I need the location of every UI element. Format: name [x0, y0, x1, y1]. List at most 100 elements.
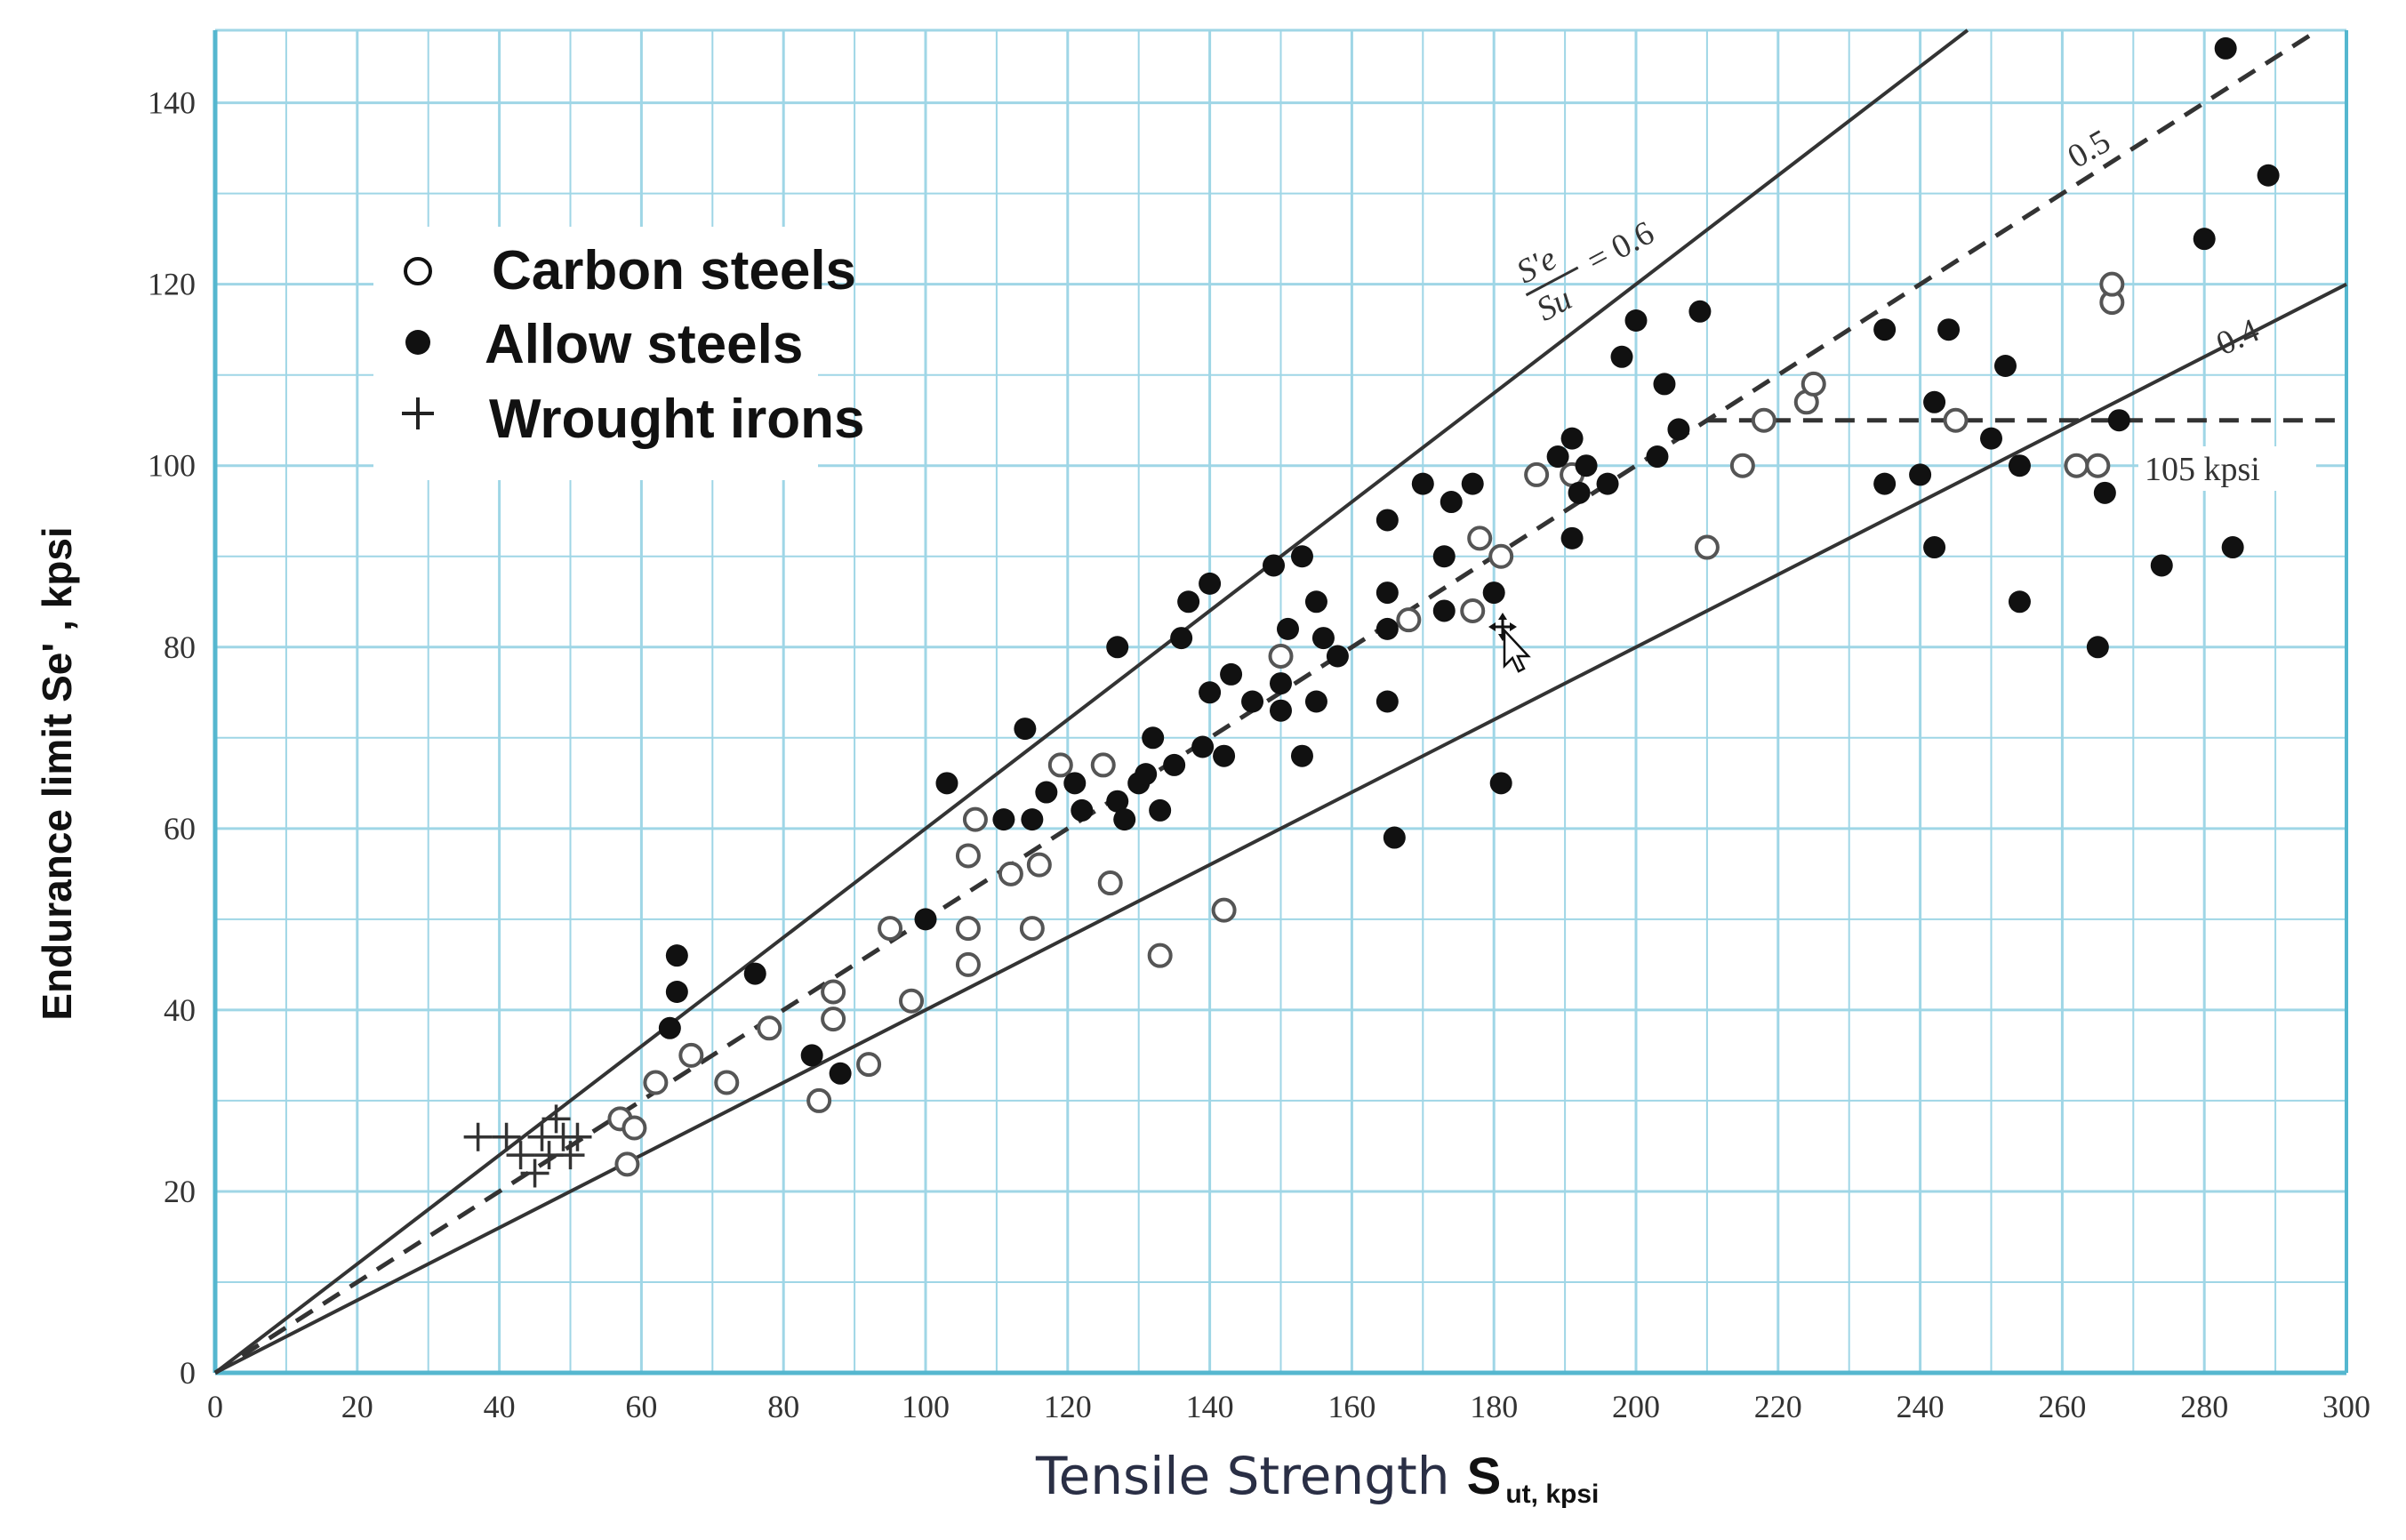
carbon-steel-point	[1097, 870, 1123, 896]
alloy-steel-point	[1106, 636, 1129, 659]
y-tick-label: 140	[148, 85, 196, 121]
alloy-steel-point	[2093, 481, 2116, 504]
alloy-steel-point	[1290, 744, 1313, 767]
wrought-iron-point	[563, 1122, 592, 1151]
alloy-steel-point	[1461, 472, 1484, 495]
alloy-steel-point	[2150, 554, 2173, 577]
carbon-steel-point	[757, 1015, 782, 1041]
label-105-background	[2138, 446, 2316, 491]
carbon-steel-point	[1729, 453, 1755, 478]
alloy-steel-point	[2257, 164, 2280, 187]
alloy-steel-point	[1276, 617, 1299, 640]
alloy-steel-point	[658, 1016, 681, 1039]
alloy-steel-point	[1568, 481, 1591, 504]
alloy-steel-point	[1270, 699, 1292, 722]
wrought-iron-point	[556, 1141, 585, 1170]
y-tick-label: 60	[164, 811, 196, 846]
alloy-steel-point	[1560, 526, 1584, 549]
data-points	[463, 36, 2280, 1188]
carbon-steel-point	[1467, 525, 1493, 551]
alloy-steel-point	[2214, 36, 2237, 60]
alloy-steel-point	[1035, 781, 1058, 804]
alloy-steel-point	[1432, 545, 1456, 568]
x-tick-label: 60	[625, 1389, 657, 1424]
carbon-steel-point	[821, 979, 846, 1005]
y-axis-title: Endurance limit Se' , kpsi	[34, 526, 80, 1020]
alloy-steel-point	[2221, 536, 2244, 559]
carbon-steel-point	[1488, 543, 1514, 569]
alloy-steel-point	[2008, 590, 2031, 614]
alloy-steel-point	[1873, 472, 1897, 495]
alloy-steel-point	[1440, 491, 1463, 514]
carbon-steel-point	[899, 988, 925, 1014]
legend-box	[373, 227, 818, 480]
alloy-steel-point	[1688, 300, 1712, 323]
alloy-steel-point	[1270, 672, 1292, 695]
carbon-steel-point	[2064, 453, 2089, 478]
carbon-steel-point	[1047, 752, 1073, 778]
alloy-steel-point	[2107, 409, 2130, 432]
alloy-steel-point	[1290, 545, 1313, 568]
alloy-steel-point	[1375, 617, 1399, 640]
x-tick-label: 180	[1470, 1389, 1518, 1424]
alloy-steel-point	[992, 808, 1015, 831]
y-tick-label: 40	[164, 992, 196, 1028]
alloy-steel-point	[1993, 355, 2017, 377]
tick-labels: 0 20 40 60 80 100 120 140 160 180 200 220 240 260 280 3…	[148, 85, 2370, 1424]
carbon-steel-point	[856, 1052, 882, 1078]
ratio-fraction-bar	[1525, 266, 1579, 297]
alloy-steel-point	[1375, 690, 1399, 713]
alloy-steel-point	[1646, 445, 1669, 469]
x-tick-label: 140	[1186, 1389, 1234, 1424]
carbon-steel-point	[955, 951, 981, 977]
alloy-steel-point	[1311, 627, 1335, 650]
carbon-steel-point	[1090, 752, 1116, 778]
alloy-steel-point	[743, 962, 766, 985]
alloy-steel-point	[2008, 454, 2031, 477]
alloy-steel-point	[1163, 753, 1186, 776]
carbon-steel-point	[1396, 607, 1422, 633]
alloy-steel-point	[1489, 772, 1512, 795]
alloy-steel-point	[1667, 418, 1690, 441]
carbon-steel-point	[1026, 852, 1052, 878]
alloy-steel-point	[1610, 345, 1633, 368]
x-tick-label: 100	[902, 1389, 950, 1424]
alloy-steel-point	[1241, 690, 1264, 713]
wrought-iron-point	[506, 1141, 535, 1170]
x-tick-label: 260	[2038, 1389, 2086, 1424]
legend-label-allow-steels: Allow steels	[485, 314, 803, 375]
alloy-steel-point	[1199, 572, 1222, 595]
alloy-steel-point	[1482, 582, 1505, 605]
legend-label-wrought-irons: Wrought irons	[489, 389, 864, 450]
x-tick-label: 220	[1754, 1389, 1802, 1424]
carbon-steel-point	[643, 1070, 669, 1095]
carbon-steel-point	[998, 861, 1023, 886]
x-tick-label: 0	[207, 1389, 223, 1424]
carbon-steel-point	[1943, 407, 1969, 433]
carbon-steel-point	[955, 843, 981, 869]
alloy-steel-point	[1199, 681, 1222, 704]
alloy-steel-point	[1014, 718, 1037, 741]
alloy-steel-point	[914, 908, 937, 931]
alloy-steel-point	[1980, 427, 2002, 450]
legend-marker-filled-circle	[405, 330, 430, 355]
axes	[213, 30, 2348, 1376]
x-tick-label: 240	[1897, 1389, 1945, 1424]
y-tick-label: 80	[164, 630, 196, 665]
x-tick-label: 160	[1327, 1389, 1375, 1424]
x-axis-title: Tensile Strength S ut, kpsi	[1035, 1446, 1599, 1509]
alloy-steel-point	[2086, 636, 2109, 659]
alloy-steel-point	[1873, 318, 1897, 341]
alloy-steel-point	[665, 980, 688, 1003]
alloy-steel-point	[1135, 763, 1158, 786]
carbon-steel-point	[1268, 643, 1294, 669]
x-axis-title-subscript: ut, kpsi	[1505, 1480, 1599, 1509]
legend-marker-plus	[402, 397, 434, 429]
carbon-steel-point	[1460, 598, 1486, 623]
alloy-steel-point	[1909, 463, 1932, 486]
carbon-steel-point	[1147, 942, 1173, 968]
alloy-steel-point	[829, 1062, 852, 1085]
alloy-steel-point	[1191, 735, 1215, 758]
x-tick-label: 300	[2322, 1389, 2370, 1424]
